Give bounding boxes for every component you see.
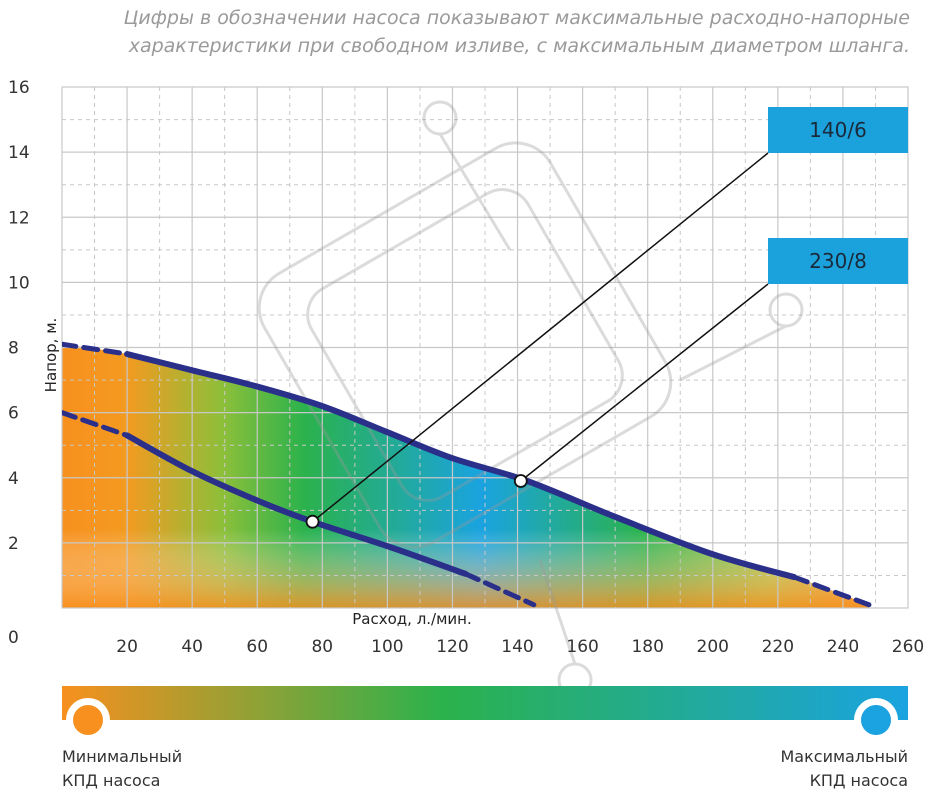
x-tick-label: 140: [501, 637, 533, 657]
grid: [61, 86, 909, 609]
y-tick-label: 14: [8, 143, 30, 163]
x-tick-label: 160: [566, 637, 598, 657]
legend-min-line-2: КПД насоса: [62, 771, 161, 790]
y-tick-label: 0: [8, 628, 19, 648]
callout-label-0: 140/6: [809, 118, 867, 142]
legend-max-line-2: КПД насоса: [809, 771, 908, 790]
callout-leader-0: [312, 152, 769, 523]
legend-min-dot: [73, 705, 103, 735]
series-1-line: [124, 351, 798, 581]
y-tick-label: 10: [8, 273, 30, 293]
x-tick-label: 200: [697, 637, 729, 657]
x-tick-label: 60: [246, 637, 268, 657]
caption-line-2: характеристики при свободном изливе, с м…: [128, 35, 910, 57]
series-marker-1: [513, 474, 528, 488]
series-lines: [62, 341, 872, 608]
efficiency-gradient-shade: [62, 344, 869, 608]
x-tick-label: 40: [181, 637, 203, 657]
x-tick-label: 20: [116, 637, 138, 657]
series-marker-0: [305, 514, 320, 529]
x-tick-label: 80: [311, 637, 333, 657]
y-tick-label: 16: [8, 78, 30, 98]
x-axis-label: Расход, л./мин.: [352, 610, 472, 628]
y-tick-label: 6: [8, 404, 19, 424]
x-tick-label: 260: [892, 637, 924, 657]
x-tick-label: 120: [436, 637, 468, 657]
legend-min-label: Минимальный КПД насоса: [62, 745, 182, 793]
x-tick-label: 220: [762, 637, 794, 657]
y-axis-label: Напор, м.: [42, 318, 60, 393]
caption-line-1: Цифры в обозначении насоса показывают ма…: [123, 7, 910, 29]
chart-caption: Цифры в обозначении насоса показывают ма…: [60, 4, 910, 60]
axes: 0 2 4 6 8 10 12 14 16 20 40 60 80 100 120 140 160 180 200 2…: [8, 78, 924, 657]
y-tick-label: 12: [8, 208, 30, 228]
x-tick-label: 100: [371, 637, 403, 657]
efficiency-fill-area: [62, 344, 869, 608]
callout-box-0: [768, 107, 908, 153]
x-tick-label: 240: [827, 637, 859, 657]
legend-max-line-1: Максимальный: [780, 747, 909, 766]
callout-box-1: [768, 238, 908, 284]
callout-label-1: 230/8: [809, 249, 867, 273]
efficiency-legend-bar: [62, 686, 908, 742]
legend-gradient-bar: [62, 686, 908, 720]
x-tick-label: 180: [631, 637, 663, 657]
series-0-dashed-end: [462, 571, 537, 608]
series-0-dashed-start: [62, 410, 130, 438]
watermark-logo: [257, 100, 804, 698]
legend-max-label: Максимальный КПД насоса: [781, 745, 909, 793]
callout-leader-1: [520, 283, 769, 482]
y-tick-label: 2: [8, 534, 19, 554]
y-tick-label: 8: [8, 339, 19, 359]
legend-min-line-1: Минимальный: [62, 747, 183, 766]
series-0-line: [124, 432, 469, 577]
series-1-dashed-end: [791, 574, 872, 608]
legend-max-dot: [861, 705, 891, 735]
series-callouts: 140/6 230/8: [305, 107, 908, 529]
series-1-dashed-start: [62, 341, 130, 357]
y-tick-label: 4: [8, 469, 19, 489]
